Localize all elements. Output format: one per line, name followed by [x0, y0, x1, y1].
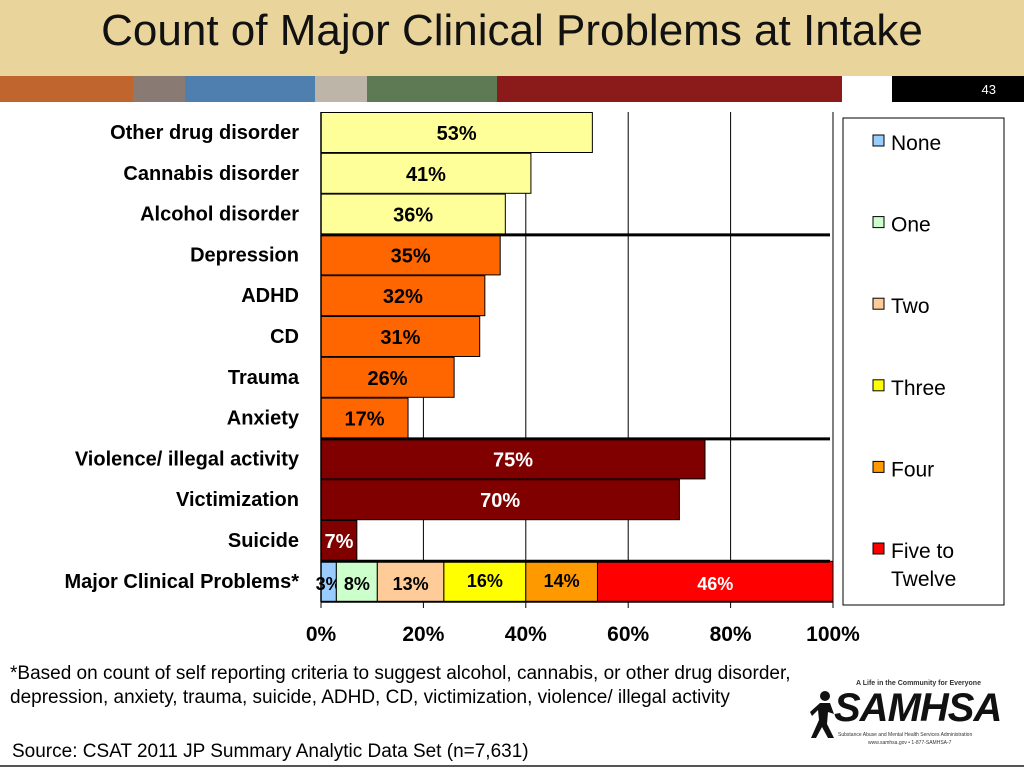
legend-label: Twelve — [891, 568, 956, 591]
bar — [320, 479, 680, 521]
title-bar: Count of Major Clinical Problems at Inta… — [0, 0, 1024, 76]
bar-value-label: 31% — [380, 327, 420, 349]
footnote: *Based on count of self reporting criter… — [10, 663, 791, 708]
bar-value-label: 41% — [406, 164, 446, 186]
logo-tagline: A Life in the Community for Everyone — [856, 680, 981, 687]
stripe-segment — [185, 76, 315, 102]
bar — [320, 438, 706, 480]
bar — [320, 234, 501, 276]
bar-value-label: 75% — [493, 449, 533, 471]
stacked-value-label: 46% — [697, 574, 733, 594]
legend-swatch — [872, 216, 885, 229]
page-title: Count of Major Clinical Problems at Inta… — [101, 6, 923, 55]
category-label: Cannabis disorder — [123, 163, 299, 185]
stacked-value-label: 8% — [344, 574, 370, 594]
slide-number: 43 — [981, 82, 996, 97]
bar-value-label: 53% — [437, 123, 477, 145]
bar — [320, 397, 409, 439]
bar-value-label: 17% — [345, 409, 385, 431]
legend-box — [842, 117, 1005, 606]
stacked-segment — [596, 560, 834, 602]
bar — [320, 275, 486, 317]
x-tick-label: 20% — [402, 623, 444, 646]
stripe-segment — [0, 76, 133, 102]
legend-label: Five to — [891, 540, 954, 563]
x-tick-label: 80% — [710, 623, 752, 646]
stacked-value-label: 14% — [544, 571, 580, 591]
stripe-segment — [367, 76, 497, 102]
category-label: Depression — [190, 244, 299, 266]
category-label: Victimization — [176, 489, 299, 511]
category-label: Major Clinical Problems* — [64, 571, 299, 593]
bar-value-label: 32% — [383, 286, 423, 308]
bar-chart: 53% Other drug disorder 41% Cannabis disord… — [64, 112, 1005, 646]
bar-value-label: 26% — [368, 368, 408, 390]
logo-wordmark: SAMHSA — [834, 686, 1002, 730]
bar — [320, 316, 481, 357]
category-label: Alcohol disorder — [140, 204, 299, 226]
x-tick-label: 0% — [306, 623, 337, 646]
legend-swatch — [872, 379, 885, 392]
bar-value-label: 35% — [391, 245, 431, 267]
stacked-value-label: 16% — [467, 571, 503, 591]
category-label: Other drug disorder — [110, 122, 299, 144]
bar-value-label: 7% — [325, 531, 354, 553]
x-tick-label: 60% — [607, 623, 649, 646]
x-tick-label: 40% — [505, 623, 547, 646]
legend-swatch — [872, 134, 885, 147]
person-figure-icon — [810, 691, 834, 738]
logo-subtitle: Substance Abuse and Mental Health Servic… — [838, 732, 973, 738]
logo-url: www.samhsa.gov • 1-877-SAMHSA-7 — [868, 740, 952, 746]
category-label: ADHD — [241, 285, 299, 307]
category-label: Violence/ illegal activity — [75, 448, 300, 470]
source-divider — [0, 765, 1024, 767]
bar — [320, 520, 358, 561]
stripe-segment — [842, 76, 892, 102]
bar — [320, 193, 506, 235]
legend-label: Two — [891, 295, 930, 318]
legend-label: One — [891, 214, 931, 237]
samhsa-logo: A Life in the Community for Everyone SAM… — [808, 680, 1008, 752]
stripe-segment — [892, 76, 1024, 102]
x-tick-label: 100% — [806, 623, 860, 646]
bar-value-label: 36% — [393, 205, 433, 227]
category-label: Trauma — [228, 367, 300, 389]
bar-value-label: 70% — [480, 490, 520, 512]
legend-label: Four — [891, 458, 934, 481]
color-stripe — [0, 76, 1024, 102]
category-label: Suicide — [228, 530, 299, 552]
bar — [320, 356, 455, 398]
legend-swatch — [872, 542, 885, 555]
legend-label: None — [891, 132, 941, 155]
stacked-value-label: 3% — [316, 574, 342, 594]
stacked-value-label: 13% — [393, 574, 429, 594]
category-label: CD — [270, 326, 299, 348]
legend-swatch — [872, 460, 885, 473]
category-label: Anxiety — [227, 408, 300, 430]
source-note: Source: CSAT 2011 JP Summary Analytic Da… — [12, 741, 529, 762]
legend-label: Three — [891, 377, 946, 400]
stripe-segment — [315, 76, 367, 102]
stripe-segment — [497, 76, 842, 102]
bar — [320, 152, 532, 194]
legend-swatch — [872, 297, 885, 310]
stripe-segment — [133, 76, 185, 102]
